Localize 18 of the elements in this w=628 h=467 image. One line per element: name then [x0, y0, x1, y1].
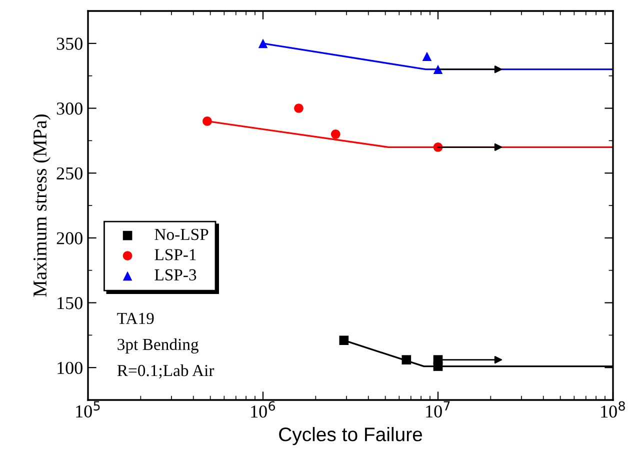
y-tick-label: 200: [56, 232, 82, 244]
legend-label: No-LSP: [154, 228, 208, 240]
x-tick-label: 10$^{7}$: [426, 401, 450, 418]
y-tick-label: 100: [58, 362, 82, 374]
y-tick-label: 300: [56, 102, 82, 115]
x-tick-label: 10$^{5}$: [76, 401, 100, 418]
x-tick-label: 10$^{6}$: [251, 401, 276, 418]
legend-label: LSP-1: [154, 249, 196, 260]
legend-label: LSP-3: [154, 269, 196, 281]
annotation: TA19: [117, 312, 154, 324]
y-tick-label: 250: [56, 167, 82, 180]
x-axis-title: Cycles to Failure: [279, 427, 422, 446]
y-axis-title: Maximum stress (MPa): [32, 114, 50, 297]
x-tick-label: 10$^{8}$: [601, 401, 625, 418]
y-tick-label: 150: [58, 297, 82, 310]
annotation: R=0.1;Lab Air: [117, 364, 214, 379]
y-tick-label: 350: [56, 38, 82, 50]
annotation: 3pt Bending: [118, 338, 198, 354]
